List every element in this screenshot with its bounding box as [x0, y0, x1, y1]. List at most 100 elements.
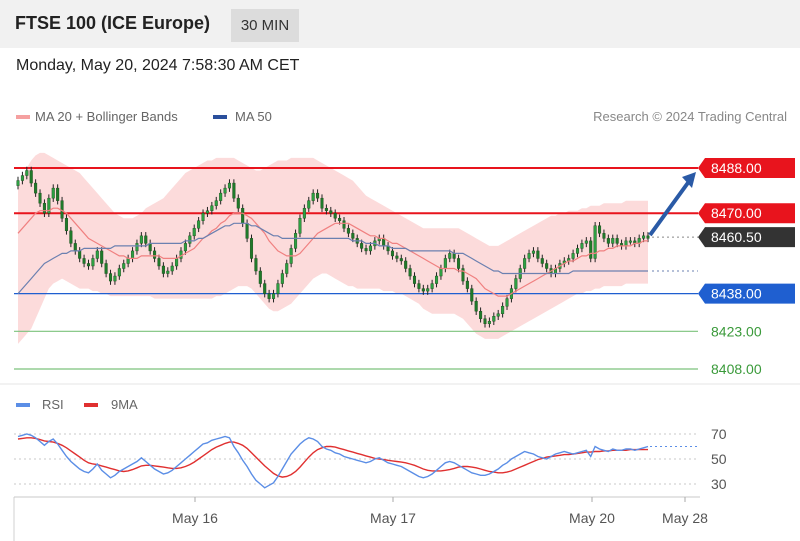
header-bar — [0, 0, 800, 48]
candle-body — [598, 225, 602, 234]
candle-body — [210, 205, 214, 211]
ma50-line — [17, 222, 648, 294]
candle-body — [302, 207, 306, 219]
candle-body — [219, 192, 223, 201]
candle-body — [272, 293, 276, 299]
candle-body — [448, 253, 452, 259]
candle-body — [294, 233, 298, 249]
candle-body — [646, 235, 650, 239]
candle-body — [38, 192, 42, 204]
candle-body — [29, 170, 33, 184]
candle-body — [258, 270, 262, 284]
candle-body — [307, 200, 311, 209]
candle-body — [166, 270, 170, 274]
candle-body — [113, 275, 117, 282]
candle-body — [197, 220, 201, 229]
forecast-arrow — [648, 178, 692, 237]
candle-body — [170, 265, 174, 272]
candle-body — [56, 187, 60, 201]
candle-body — [593, 225, 597, 259]
candle-body — [642, 235, 646, 239]
candle-body — [42, 202, 46, 214]
ma20-legend-swatch — [16, 115, 30, 119]
candle-body — [139, 235, 143, 244]
candle-body — [580, 243, 584, 249]
x-label-may-17: May 17 — [370, 510, 416, 526]
level-tag-8488.00 — [698, 158, 795, 178]
candle-body — [351, 233, 355, 239]
candle-body — [16, 180, 20, 186]
level-label-8408.00: 8408.00 — [711, 361, 762, 377]
candle-body — [78, 250, 82, 259]
ma9-legend-swatch — [84, 403, 98, 407]
candle-body — [82, 258, 86, 264]
candle-body — [232, 182, 236, 199]
candle-body — [584, 240, 588, 244]
candle-body — [161, 265, 165, 274]
candle-body — [34, 182, 38, 194]
candle-body — [435, 275, 439, 284]
candle-body — [615, 238, 619, 244]
candle-body — [122, 263, 126, 269]
candle-body — [426, 288, 430, 292]
candle-body — [276, 283, 280, 294]
rsi-line — [17, 433, 649, 489]
candle-body — [60, 200, 64, 219]
rsi-legend-swatch — [16, 403, 30, 407]
candle-body — [126, 258, 130, 264]
candle-body — [249, 238, 254, 259]
candle-body — [64, 218, 68, 232]
candle-body — [421, 288, 425, 292]
candle-body — [408, 268, 412, 277]
candle-body — [298, 218, 302, 234]
candle-body — [192, 228, 196, 237]
candle-body — [514, 278, 518, 289]
candle-body — [175, 258, 179, 267]
candle-body — [346, 228, 350, 234]
candle-body — [461, 268, 465, 282]
candle-body — [316, 192, 320, 199]
candle-body — [479, 311, 483, 319]
candle-body — [465, 280, 469, 289]
candle-body — [531, 250, 535, 254]
candle-body — [227, 182, 231, 189]
candle-body — [25, 170, 29, 176]
candle-body — [505, 298, 509, 307]
candle-body — [628, 240, 632, 243]
candle-body — [536, 250, 540, 259]
candle-body — [527, 253, 531, 259]
candle-body — [333, 213, 337, 219]
rsi-9ma-line — [17, 437, 648, 478]
ma20-line — [17, 207, 648, 297]
candle-body — [263, 283, 267, 294]
candle-body — [236, 197, 240, 209]
candle-body — [417, 283, 421, 289]
timestamp: Monday, May 20, 2024 7:58:30 AM CET — [16, 57, 300, 74]
candle-body — [245, 223, 249, 239]
candle-body — [254, 258, 258, 272]
candle-body — [474, 300, 478, 312]
candle-body — [73, 243, 77, 252]
bollinger-band — [18, 152, 648, 344]
candle-body — [311, 192, 315, 201]
interval-badge[interactable]: 30 MIN — [231, 9, 299, 42]
ma50-legend-label: MA 50 — [235, 109, 272, 124]
rsi-legend-label: RSI — [42, 397, 64, 412]
candle-body — [91, 258, 95, 267]
candle-body — [624, 240, 628, 247]
candle-body — [108, 273, 113, 282]
candle-body — [404, 260, 408, 269]
candle-body — [131, 250, 135, 259]
credit-text: Research © 2024 Trading Central — [593, 109, 787, 124]
candle-body — [47, 197, 51, 214]
candle-body — [342, 220, 346, 229]
candle-body — [241, 207, 245, 224]
candle-body — [324, 207, 328, 211]
x-label-may-20: May 20 — [569, 510, 615, 526]
candle-body — [430, 283, 434, 289]
candle-body — [571, 253, 575, 259]
candle-body — [104, 263, 108, 274]
level-tag-8438.00 — [698, 283, 795, 304]
candle-body — [267, 293, 271, 299]
candle-body — [223, 187, 227, 194]
